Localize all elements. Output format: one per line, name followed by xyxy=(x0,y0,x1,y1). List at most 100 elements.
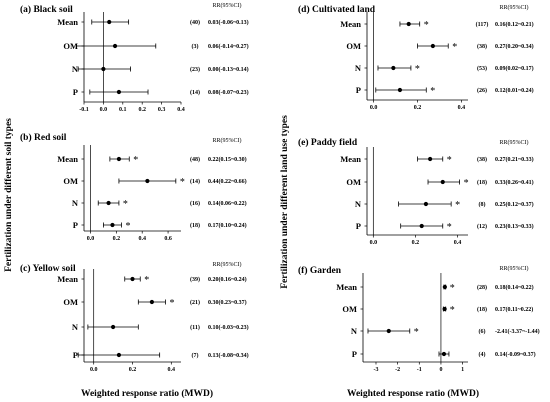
ci-header: RR(95%CI) xyxy=(213,2,242,9)
x-tick-label: 0.1 xyxy=(119,107,127,113)
x-tick-label: 0.4 xyxy=(177,107,185,113)
row-label-p: P xyxy=(356,221,361,231)
effect-point xyxy=(130,276,135,282)
x-tick-label: 1 xyxy=(461,367,464,373)
row-label-n: N xyxy=(355,63,362,73)
effect-point xyxy=(430,43,435,49)
ci-value: 0.13(-0.08~0.34) xyxy=(208,352,249,359)
ci-value: 0.20(0.16~0.24) xyxy=(208,276,247,283)
panel-title: (e) Paddy field xyxy=(298,137,358,148)
significance-star: * xyxy=(455,200,460,211)
x-tick-label: -1 xyxy=(417,367,422,373)
x-tick-label: 0.4 xyxy=(458,105,466,111)
sample-size: (53) xyxy=(477,65,487,72)
significance-star: * xyxy=(464,178,469,189)
ci-value: 0.08(-0.07~0.23) xyxy=(208,89,249,96)
sample-size: (3) xyxy=(192,43,199,50)
ci-value: 0.09(0.02~0.17) xyxy=(495,65,534,72)
row-label-mean: Mean xyxy=(57,274,78,284)
x-tick-label: -0.1 xyxy=(79,107,89,113)
effect-point xyxy=(116,89,122,95)
significance-star: * xyxy=(415,64,420,75)
significance-star: * xyxy=(430,86,435,97)
sample-size: (18) xyxy=(190,222,200,229)
x-tick-label: 0.4 xyxy=(168,367,176,373)
x-tick-label: -2 xyxy=(395,367,400,373)
ci-value: 0.14(-0.09~0.37) xyxy=(495,351,536,358)
x-tick-label: 0.3 xyxy=(158,107,166,113)
row-label-p: P xyxy=(73,87,78,97)
ci-value: 0.03(-0.06~0.13) xyxy=(208,19,249,26)
significance-star: * xyxy=(450,283,455,294)
panels: (a) Black soil RR(95%CI)-0.1 0.0 0.1 0.2 0.3 0… xyxy=(20,2,540,373)
effect-point xyxy=(386,328,391,334)
ci-value: 0.00(-0.13~0.14) xyxy=(208,66,249,73)
sample-size: (14) xyxy=(190,89,200,96)
x-tick-label: 0.6 xyxy=(164,236,172,242)
ci-value: -2.41(-3.37~-1.44) xyxy=(495,328,540,335)
effect-point xyxy=(149,299,154,305)
panel-d: (d) Cultivated land RR(95%CI) 0.0 0.2 0.4 Mea… xyxy=(298,4,534,111)
row-label-n: N xyxy=(72,64,79,74)
row-label-om: OM xyxy=(63,41,78,51)
effect-point xyxy=(442,284,447,290)
ci-header: RR(95%CI) xyxy=(500,265,529,272)
effect-point xyxy=(116,352,122,358)
sample-size: (38) xyxy=(477,156,487,163)
effect-point xyxy=(111,324,116,330)
row-label-n: N xyxy=(72,198,79,208)
panel-title: (b) Red soil xyxy=(20,132,67,143)
x-tick-label: -3 xyxy=(373,367,378,373)
row-label-mean: Mean xyxy=(336,282,357,292)
row-label-p: P xyxy=(352,349,357,359)
sample-size: (18) xyxy=(477,306,487,313)
sample-size: (21) xyxy=(190,299,200,306)
row-label-mean: Mean xyxy=(340,154,361,164)
ci-value: 0.10(-0.03~0.23) xyxy=(208,324,249,331)
x-tick-label: 0.2 xyxy=(113,236,121,242)
effect-point xyxy=(441,351,447,357)
effect-point xyxy=(391,65,396,71)
effect-point xyxy=(442,306,447,312)
ci-header: RR(95%CI) xyxy=(500,4,529,11)
effect-point xyxy=(423,201,429,207)
effect-point xyxy=(145,178,150,184)
panel-b: (b) Red soil RR(95%CI) 0.0 0.2 0.4 0.6 Mean * (4… xyxy=(20,132,247,242)
sample-size: (16) xyxy=(190,200,200,207)
ci-value: 0.17(0.11~0.22) xyxy=(495,306,533,313)
ci-value: 0.17(0.10~0.24) xyxy=(208,222,247,229)
ci-value: 0.14(0.06~0.22) xyxy=(208,200,247,207)
sample-size: (8) xyxy=(479,201,486,208)
sample-size: (28) xyxy=(477,284,487,291)
x-axis-title-right: Weighted response ratio (MWD) xyxy=(347,388,479,399)
row-label-n: N xyxy=(72,322,79,332)
significance-star: * xyxy=(169,298,174,309)
effect-point xyxy=(406,21,411,27)
significance-star: * xyxy=(133,155,138,166)
ci-value: 0.18(0.14~0.22) xyxy=(495,284,534,291)
ci-header: RR(95%CI) xyxy=(500,139,529,146)
x-tick-label: 0.2 xyxy=(414,105,422,111)
panel-f: (f) Garden RR(95%CI) -3 -2 -1 0 1 Mean * (28) 0.18… xyxy=(298,265,540,373)
x-tick-label: 0.0 xyxy=(370,240,378,246)
row-label-mean: Mean xyxy=(57,154,78,164)
significance-star: * xyxy=(144,275,149,286)
x-axis-title-left: Weighted response ratio (MWD) xyxy=(81,388,213,399)
x-tick-label: 0.0 xyxy=(100,107,108,113)
panel-title: (a) Black soil xyxy=(20,4,73,15)
panel-a: (a) Black soil RR(95%CI) -0.1 0.0 0.1 0.2 0.3 0… xyxy=(20,2,249,113)
ci-header: RR(95%CI) xyxy=(213,261,242,268)
panel-title: (d) Cultivated land xyxy=(298,4,376,15)
sample-size: (38) xyxy=(477,43,487,50)
effect-point xyxy=(110,222,115,228)
effect-point xyxy=(106,200,111,206)
ci-value: 0.27(0.21~0.33) xyxy=(495,156,534,163)
significance-star: * xyxy=(414,327,419,338)
significance-star: * xyxy=(123,199,128,210)
ci-value: 0.30(0.23~0.37) xyxy=(208,299,247,306)
significance-star: * xyxy=(424,20,429,31)
sample-size: (26) xyxy=(477,87,487,94)
panel-e: (e) Paddy field RR(95%CI) 0.0 0.2 0.4 Mean * (3… xyxy=(298,137,534,246)
ci-value: 0.27(0.20~0.34) xyxy=(495,43,534,50)
sample-size: (48) xyxy=(190,156,200,163)
